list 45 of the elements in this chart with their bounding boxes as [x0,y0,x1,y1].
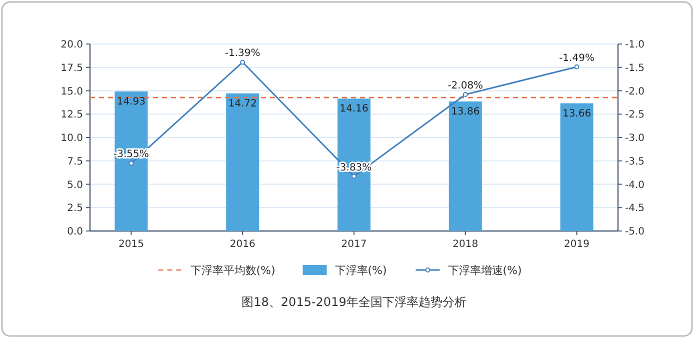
data-label: 13.66 [562,108,592,120]
data-label: -1.39% [224,48,260,60]
y2-tick-label: -3.5 [625,156,645,168]
bar [338,98,370,231]
y2-tick-label: -4.5 [625,203,645,214]
y2-tick-label: -1.0 [625,40,645,50]
legend-label: 下浮率增速(%) [448,264,522,277]
x-tick-label: 2016 [230,239,256,250]
legend-label: 下浮率平均数(%) [190,264,276,277]
data-label: -1.49% [559,52,594,64]
y2-tick-label: -3.0 [625,133,645,144]
text: 图18、2015-2019年全国下浮率趋势分析 [242,295,466,309]
x-tick-label: 2017 [341,239,367,250]
y-tick-label: 5.0 [67,180,83,191]
y2-tick-label: -2.0 [625,86,645,98]
point [462,92,468,97]
y2-tick-label: -2.5 [625,110,645,121]
point [240,60,246,65]
y-tick-label: 0.0 [67,226,83,238]
bar [114,91,148,231]
data-label: 13.86 [451,106,480,118]
y2-tick-label: -1.5 [625,62,645,74]
data-label: -2.08% [448,80,484,92]
bar [448,101,482,231]
data-label: 14.72 [228,98,257,110]
x-tick-label: 2018 [452,239,478,250]
y-tick-label: 15.0 [60,86,83,98]
legend-label: 下浮率(%) [334,264,387,277]
point [574,64,580,70]
data-label: 14.16 [340,104,368,115]
y-tick-label: 20.0 [60,40,83,50]
point [128,160,134,166]
y2-tick-label: -4.0 [625,180,645,191]
y2-tick-label: -5.0 [625,226,645,238]
y-tick-label: 10.0 [60,133,83,144]
x-tick-label: 2019 [564,239,590,250]
bar [560,103,594,231]
data-label: 14.93 [116,96,146,108]
bar [226,93,260,231]
y-tick-label: 12.5 [60,110,83,121]
x-tick-label: 2015 [118,239,144,250]
y-tick-label: 2.5 [67,203,83,214]
y-tick-label: 7.5 [67,156,83,168]
point [352,174,356,179]
y-tick-label: 17.5 [60,62,83,74]
